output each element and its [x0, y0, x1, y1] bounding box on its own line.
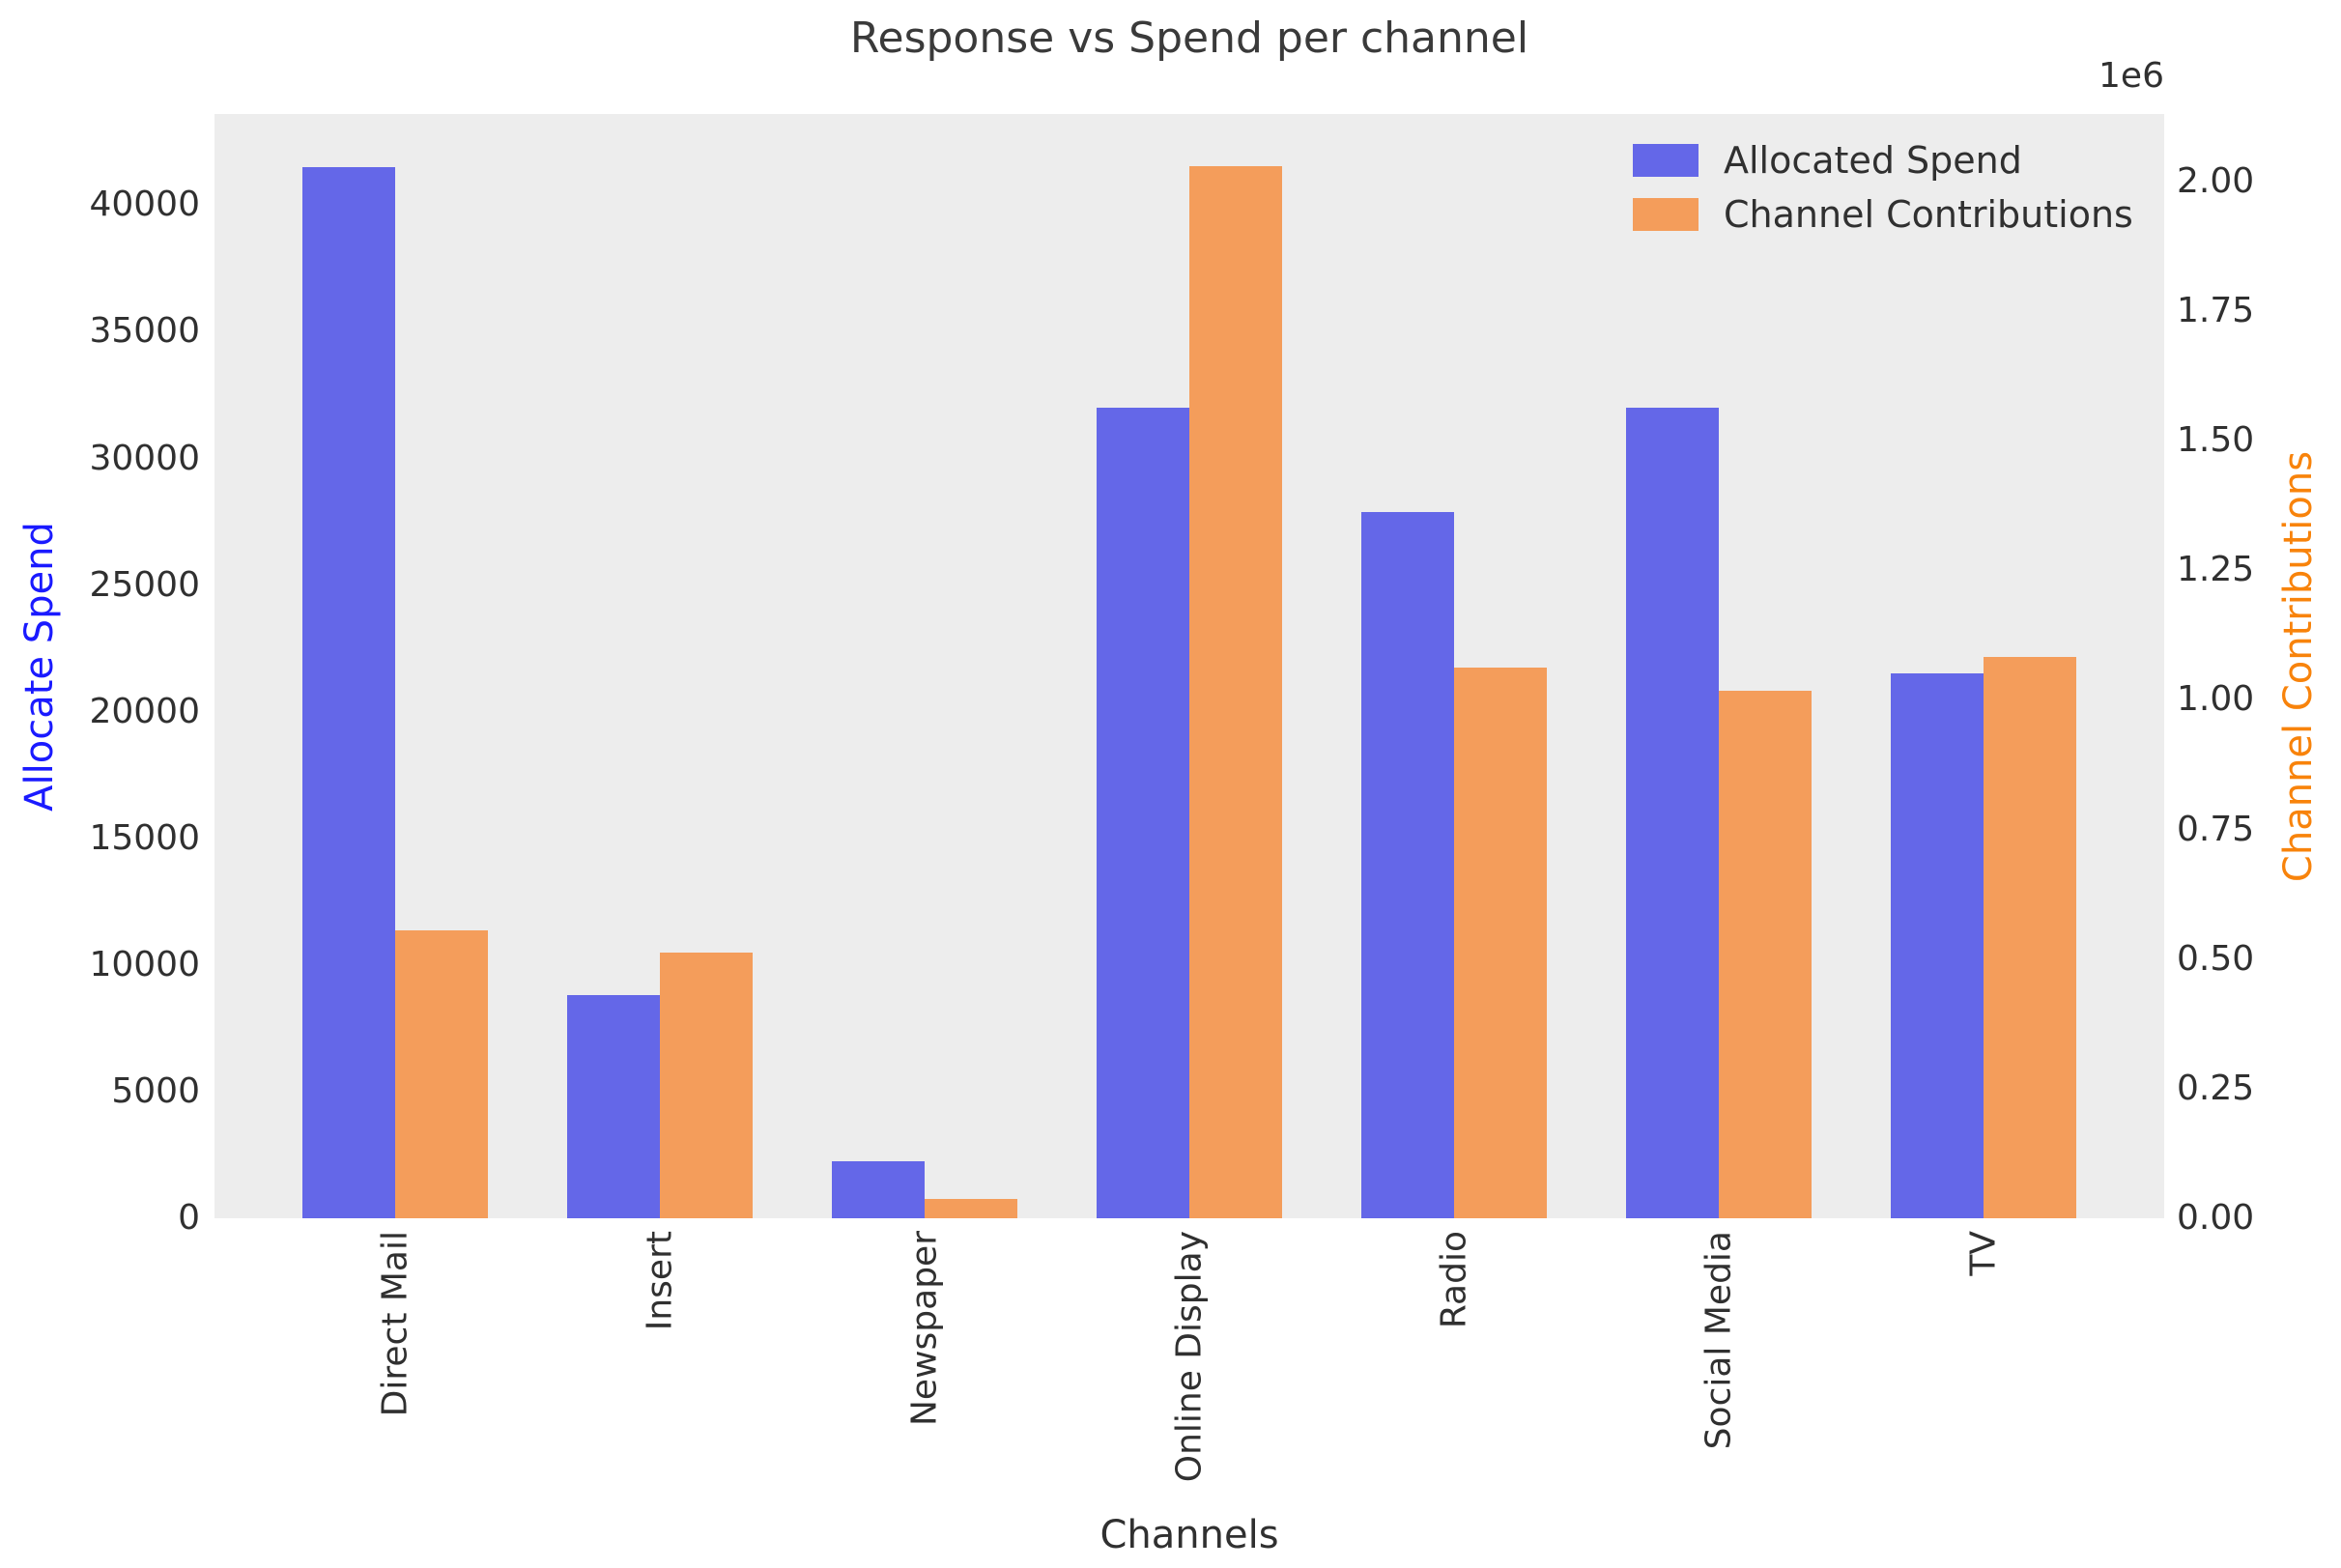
bar-channel-contributions-direct-mail: [395, 930, 488, 1218]
x-tick-insert: Insert: [640, 1231, 680, 1331]
legend-swatch-allocated-spend: [1633, 144, 1699, 177]
bar-allocated-spend-social-media: [1626, 408, 1719, 1218]
y-axis-right-label: Channel Contributions: [2276, 450, 2321, 883]
x-tick-direct-mail: Direct Mail: [375, 1231, 415, 1417]
bar-channel-contributions-tv: [1984, 657, 2076, 1218]
bar-allocated-spend-online-display: [1097, 408, 1189, 1218]
x-axis-label: Channels: [1099, 1513, 1279, 1557]
legend-row-channel-contributions: Channel Contributions: [1633, 196, 2133, 233]
y-axis-right-offset-text: 1e6: [2098, 56, 2164, 96]
y-axis-left-label: Allocate Spend: [17, 522, 62, 812]
y-right-tick-0.25: 0.25: [2177, 1068, 2255, 1108]
legend-label-allocated-spend: Allocated Spend: [1724, 139, 2022, 182]
y-left-tick-15000: 15000: [89, 817, 200, 858]
y-left-tick-0: 0: [178, 1198, 200, 1238]
x-tick-online-display: Online Display: [1169, 1231, 1210, 1483]
x-tick-newspaper: Newspaper: [904, 1231, 945, 1426]
y-left-tick-5000: 5000: [111, 1070, 200, 1111]
x-tick-radio: Radio: [1434, 1231, 1474, 1329]
y-right-tick-0.50: 0.50: [2177, 938, 2255, 979]
y-right-tick-2.00: 2.00: [2177, 160, 2255, 201]
bar-allocated-spend-newspaper: [832, 1161, 925, 1218]
legend-label-channel-contributions: Channel Contributions: [1724, 193, 2133, 236]
x-tick-social-media: Social Media: [1699, 1231, 1739, 1450]
bar-channel-contributions-insert: [660, 952, 753, 1218]
y-right-tick-0.00: 0.00: [2177, 1198, 2255, 1238]
bar-channel-contributions-social-media: [1719, 690, 1812, 1218]
legend-row-allocated-spend: Allocated Spend: [1633, 142, 2133, 179]
y-right-tick-1.25: 1.25: [2177, 550, 2255, 590]
legend: Allocated Spend Channel Contributions: [1633, 142, 2133, 233]
y-right-tick-1.75: 1.75: [2177, 290, 2255, 330]
x-tick-tv: TV: [1963, 1231, 2004, 1276]
y-left-tick-40000: 40000: [89, 185, 200, 225]
y-right-tick-0.75: 0.75: [2177, 809, 2255, 849]
bar-channel-contributions-online-display: [1189, 165, 1282, 1218]
y-left-tick-20000: 20000: [89, 691, 200, 731]
bar-allocated-spend-tv: [1891, 673, 1984, 1218]
y-left-tick-30000: 30000: [89, 438, 200, 478]
y-right-tick-1.50: 1.50: [2177, 420, 2255, 461]
y-left-tick-25000: 25000: [89, 564, 200, 605]
bar-allocated-spend-insert: [567, 995, 660, 1218]
y-left-tick-35000: 35000: [89, 311, 200, 352]
bar-allocated-spend-radio: [1361, 511, 1454, 1218]
y-right-tick-1.00: 1.00: [2177, 679, 2255, 720]
bar-allocated-spend-direct-mail: [302, 167, 395, 1218]
legend-swatch-channel-contributions: [1633, 198, 1699, 231]
bar-channel-contributions-newspaper: [925, 1199, 1017, 1218]
bar-channel-contributions-radio: [1454, 667, 1547, 1218]
y-left-tick-10000: 10000: [89, 944, 200, 984]
chart-title: Response vs Spend per channel: [849, 14, 1529, 63]
